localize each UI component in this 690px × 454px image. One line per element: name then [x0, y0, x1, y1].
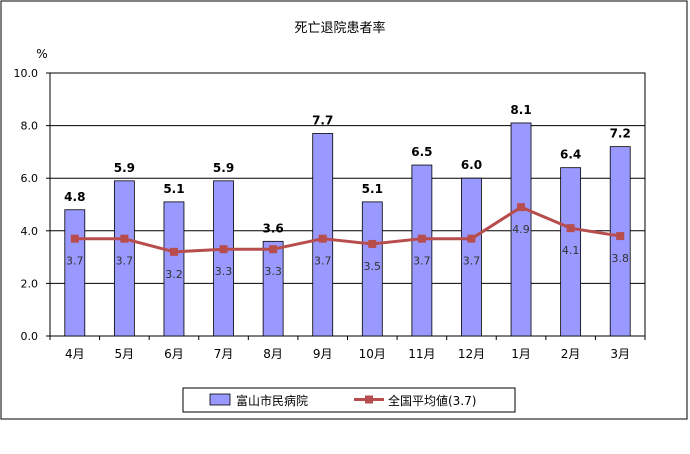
x-category-label: 11月	[408, 347, 435, 361]
average-value-label: 3.2	[165, 268, 183, 281]
y-tick-label: 6.0	[21, 172, 39, 185]
bar-value-label: 4.8	[64, 190, 85, 204]
plot-border	[49, 72, 646, 337]
average-point-10	[517, 203, 526, 212]
bar-value-label: 5.1	[163, 182, 184, 196]
y-tick-label: 8.0	[21, 120, 39, 133]
x-category-label: 10月	[359, 347, 386, 361]
average-point-9	[467, 234, 476, 243]
bar-value-label: 6.5	[411, 145, 432, 159]
average-value-label: 3.5	[364, 260, 382, 273]
average-point-7	[368, 239, 377, 248]
x-category-label: 9月	[313, 347, 333, 361]
bar-value-label: 3.6	[262, 221, 283, 235]
average-value-label: 3.8	[611, 252, 629, 265]
y-tick-label: 0.0	[21, 330, 39, 343]
bar-value-label: 8.1	[510, 103, 531, 117]
average-value-label: 4.1	[562, 244, 580, 257]
legend-bar-swatch	[209, 393, 231, 406]
bar-value-label: 6.4	[560, 148, 581, 162]
x-category-label: 8月	[263, 347, 283, 361]
bar-11	[560, 167, 582, 337]
bar-value-label: 7.2	[610, 127, 631, 141]
average-value-label: 3.7	[413, 255, 431, 268]
x-category-label: 3月	[610, 347, 630, 361]
average-point-1	[70, 234, 79, 243]
bar-value-label: 5.9	[114, 161, 135, 175]
bar-5	[262, 240, 284, 337]
bar-2	[113, 180, 135, 337]
average-value-label: 3.7	[116, 255, 134, 268]
average-point-3	[169, 247, 178, 256]
bar-10	[510, 122, 532, 337]
bar-value-label: 5.1	[362, 182, 383, 196]
bar-value-label: 7.7	[312, 113, 333, 127]
legend: 富山市民病院 全国平均値(3.7)	[182, 387, 516, 413]
bar-8	[411, 164, 433, 337]
average-value-label: 3.7	[66, 255, 84, 268]
average-point-2	[120, 234, 129, 243]
x-category-label: 4月	[65, 347, 85, 361]
x-category-label: 1月	[511, 347, 531, 361]
bar-3	[163, 201, 185, 337]
x-category-label: 12月	[458, 347, 485, 361]
average-value-label: 3.3	[215, 265, 233, 278]
plot-area: 0.0 2.0 4.0 6.0 8.0 10.0 4.8 5.9 5.1 5.9 3.6 7.7 5.1…	[14, 67, 646, 361]
average-point-11	[566, 224, 575, 233]
average-point-8	[417, 234, 426, 243]
average-point-6	[318, 234, 327, 243]
bar-12	[609, 146, 631, 337]
y-tick-label: 2.0	[21, 277, 39, 290]
bar-7	[361, 201, 383, 337]
average-point-4	[219, 245, 228, 254]
x-category-label: 2月	[561, 347, 581, 361]
bar-9	[461, 177, 482, 337]
average-line	[74, 205, 621, 254]
average-value-label: 3.7	[463, 255, 481, 268]
x-category-label: 7月	[214, 347, 234, 361]
chart-title: 死亡退院患者率	[294, 20, 385, 36]
y-tick-label: 10.0	[14, 67, 39, 80]
average-point-12	[616, 232, 625, 241]
x-category-label: 5月	[115, 347, 135, 361]
legend-line-marker	[365, 395, 373, 404]
average-point-5	[269, 245, 278, 254]
bar-1	[64, 209, 86, 337]
y-axis-unit: %	[36, 47, 47, 61]
average-value-label: 3.7	[314, 255, 332, 268]
average-value-label: 3.3	[264, 265, 282, 278]
bar-value-label: 6.0	[461, 158, 482, 172]
legend-label-national-average: 全国平均値(3.7)	[388, 393, 476, 408]
y-tick-label: 4.0	[21, 225, 39, 238]
legend-label-hospital: 富山市民病院	[236, 393, 308, 408]
x-category-label: 6月	[164, 347, 184, 361]
bar-value-label: 5.9	[213, 161, 234, 175]
bar-4	[213, 180, 234, 337]
average-value-label: 4.9	[512, 223, 530, 236]
legend-border	[182, 387, 516, 413]
